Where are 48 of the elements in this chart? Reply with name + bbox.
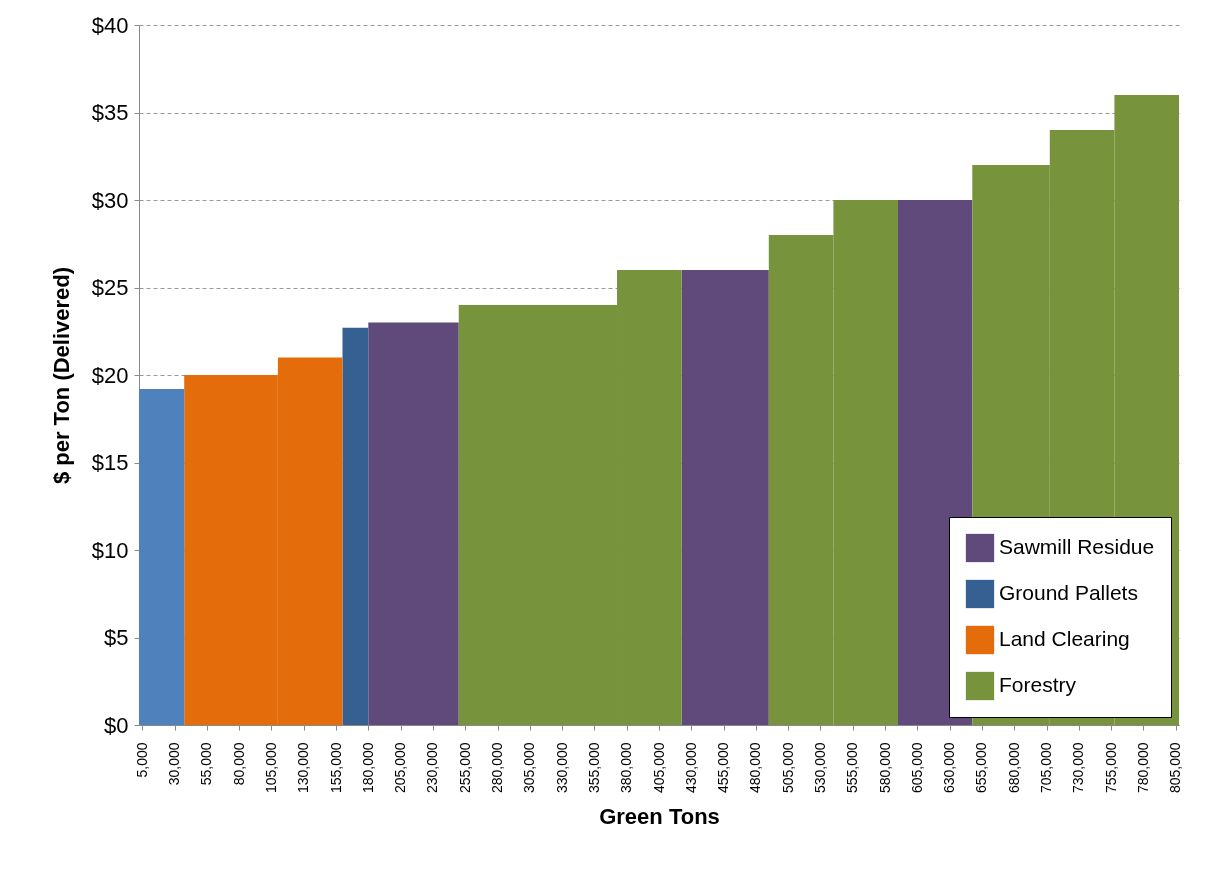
x-tick-label: 280,000 xyxy=(489,742,506,794)
x-tick-label: 580,000 xyxy=(876,742,893,794)
x-tick-label: 405,000 xyxy=(650,742,667,794)
x-tick-label: 380,000 xyxy=(618,742,635,794)
y-tick-label: $20 xyxy=(91,362,129,388)
x-tick-label: 680,000 xyxy=(1005,742,1022,794)
x-tick-label: 605,000 xyxy=(908,742,925,794)
x-tick-label: 205,000 xyxy=(392,742,409,794)
x-tick-label: 730,000 xyxy=(1070,742,1087,794)
y-tick-label: $35 xyxy=(91,100,129,125)
y-tick-label: $0 xyxy=(104,712,129,738)
y-tick-label: $25 xyxy=(91,275,129,300)
x-tick-label: 55,000 xyxy=(198,742,215,786)
legend-label: Land Clearing xyxy=(999,627,1130,650)
y-tick-label: $10 xyxy=(91,537,129,563)
x-axis-title: Green Tons xyxy=(599,804,720,830)
x-tick-label: 630,000 xyxy=(941,742,958,794)
y-axis-title: $ per Ton (Delivered) xyxy=(48,266,74,485)
x-tick-label: 705,000 xyxy=(1038,742,1055,794)
x-tick-label: 655,000 xyxy=(973,742,990,794)
x-tick-label: 480,000 xyxy=(747,742,764,794)
x-tick-label: 330,000 xyxy=(553,742,570,794)
x-tick-label: 155,000 xyxy=(327,742,344,794)
x-tick-label: 805,000 xyxy=(1167,742,1184,794)
x-tick-label: 305,000 xyxy=(521,742,538,794)
y-tick-label: $15 xyxy=(91,450,129,475)
y-tick-label: $30 xyxy=(91,187,129,213)
y-tick-label: $5 xyxy=(104,625,129,650)
x-tick-label: 30,000 xyxy=(166,742,183,786)
x-tick-label: 505,000 xyxy=(779,742,796,794)
x-tick-label: 5,000 xyxy=(133,742,150,778)
legend-label: Sawmill Residue xyxy=(999,535,1155,558)
x-tick-label: 530,000 xyxy=(811,742,828,794)
x-tick-label: 430,000 xyxy=(682,742,699,794)
x-tick-label: 180,000 xyxy=(359,742,376,794)
legend-label: Ground Pallets xyxy=(999,581,1138,604)
x-tick-label: 355,000 xyxy=(585,742,602,794)
x-tick-label: 230,000 xyxy=(424,742,441,794)
legend-label: Forestry xyxy=(999,673,1077,696)
y-tick-label: $40 xyxy=(91,12,129,38)
x-tick-label: 755,000 xyxy=(1102,742,1119,794)
x-tick-label: 455,000 xyxy=(715,742,732,794)
x-tick-label: 130,000 xyxy=(295,742,312,794)
x-tick-label: 780,000 xyxy=(1134,742,1151,794)
x-tick-label: 255,000 xyxy=(456,742,473,794)
x-tick-label: 80,000 xyxy=(230,742,247,786)
x-tick-label: 555,000 xyxy=(844,742,861,794)
x-tick-label: 105,000 xyxy=(262,742,279,794)
